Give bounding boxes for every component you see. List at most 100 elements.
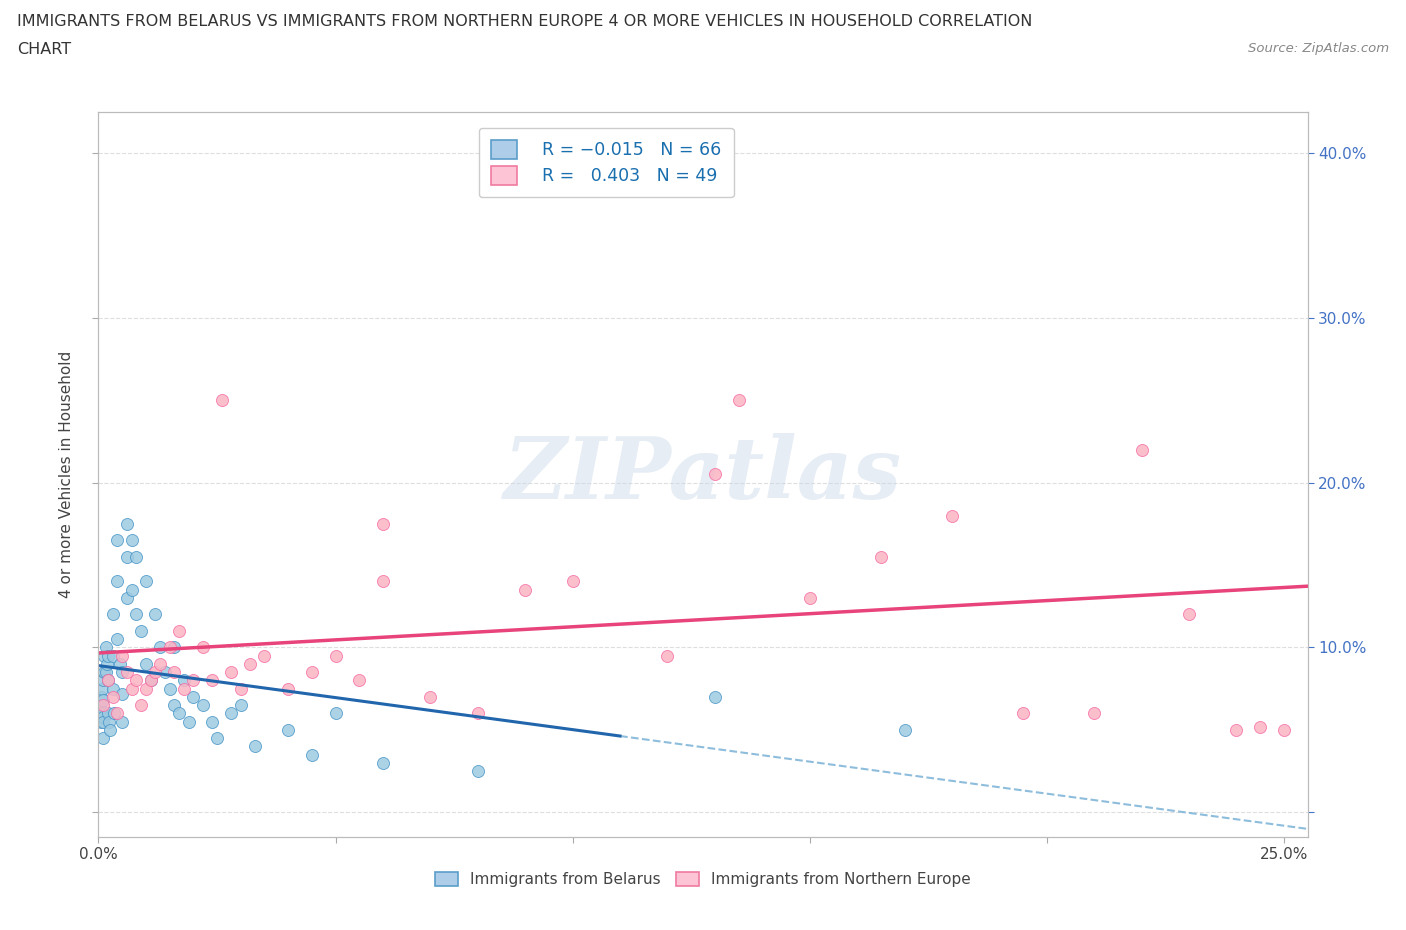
Point [869,550,891,565]
Point [1178,607,1201,622]
Point [111,686,134,701]
Point [139,673,162,688]
Point [101,681,124,696]
Point [277,681,299,696]
Point [101,689,124,704]
Point [191,640,214,655]
Point [219,706,242,721]
Text: CHART: CHART [17,42,70,57]
Point [159,681,181,696]
Point [703,467,725,482]
Point [101,607,124,622]
Point [301,747,323,762]
Point [93,648,115,663]
Point [125,673,148,688]
Point [799,591,821,605]
Point [105,574,128,589]
Point [1225,723,1247,737]
Point [97,714,120,729]
Point [121,533,143,548]
Point [347,673,370,688]
Point [94,640,117,655]
Point [115,550,138,565]
Point [609,153,631,168]
Point [105,631,128,646]
Point [243,738,266,753]
Point [143,607,166,622]
Point [115,665,138,680]
Point [115,591,138,605]
Point [105,533,128,548]
Text: ZIPatlas: ZIPatlas [503,432,903,516]
Legend: Immigrants from Belarus, Immigrants from Northern Europe: Immigrants from Belarus, Immigrants from… [427,864,979,895]
Point [125,607,148,622]
Point [893,723,915,737]
Point [97,673,120,688]
Point [125,550,148,565]
Point [561,574,583,589]
Point [191,698,214,712]
Point [173,681,195,696]
Point [91,673,114,688]
Point [98,723,121,737]
Point [115,516,138,531]
Point [159,640,181,655]
Point [94,665,117,680]
Point [1249,719,1271,734]
Point [149,640,172,655]
Point [91,731,114,746]
Point [229,698,252,712]
Point [101,648,124,663]
Point [121,681,143,696]
Point [1130,442,1153,457]
Point [129,698,152,712]
Point [149,657,172,671]
Point [167,623,190,638]
Point [105,706,128,721]
Point [205,731,228,746]
Point [91,698,114,712]
Point [727,392,749,407]
Point [90,681,112,696]
Point [201,714,224,729]
Point [97,648,120,663]
Point [163,640,186,655]
Point [111,665,134,680]
Point [277,723,299,737]
Point [111,648,134,663]
Point [90,714,112,729]
Point [419,689,441,704]
Point [135,574,157,589]
Point [325,648,347,663]
Point [219,665,242,680]
Point [129,623,152,638]
Point [89,698,111,712]
Point [1083,706,1105,721]
Point [153,665,176,680]
Y-axis label: 4 or more Vehicles in Household: 4 or more Vehicles in Household [59,351,75,598]
Point [371,755,394,770]
Point [90,689,112,704]
Point [89,706,111,721]
Point [239,657,262,671]
Point [515,582,537,597]
Point [108,657,131,671]
Point [181,689,204,704]
Point [97,673,120,688]
Point [135,657,157,671]
Text: Source: ZipAtlas.com: Source: ZipAtlas.com [1249,42,1389,55]
Point [301,665,323,680]
Point [371,574,394,589]
Point [941,508,963,523]
Point [163,698,186,712]
Point [91,710,114,724]
Point [111,714,134,729]
Point [93,665,115,680]
Point [211,392,233,407]
Point [325,706,347,721]
Point [163,665,186,680]
Point [1272,723,1295,737]
Point [91,714,114,729]
Point [135,681,157,696]
Point [201,673,224,688]
